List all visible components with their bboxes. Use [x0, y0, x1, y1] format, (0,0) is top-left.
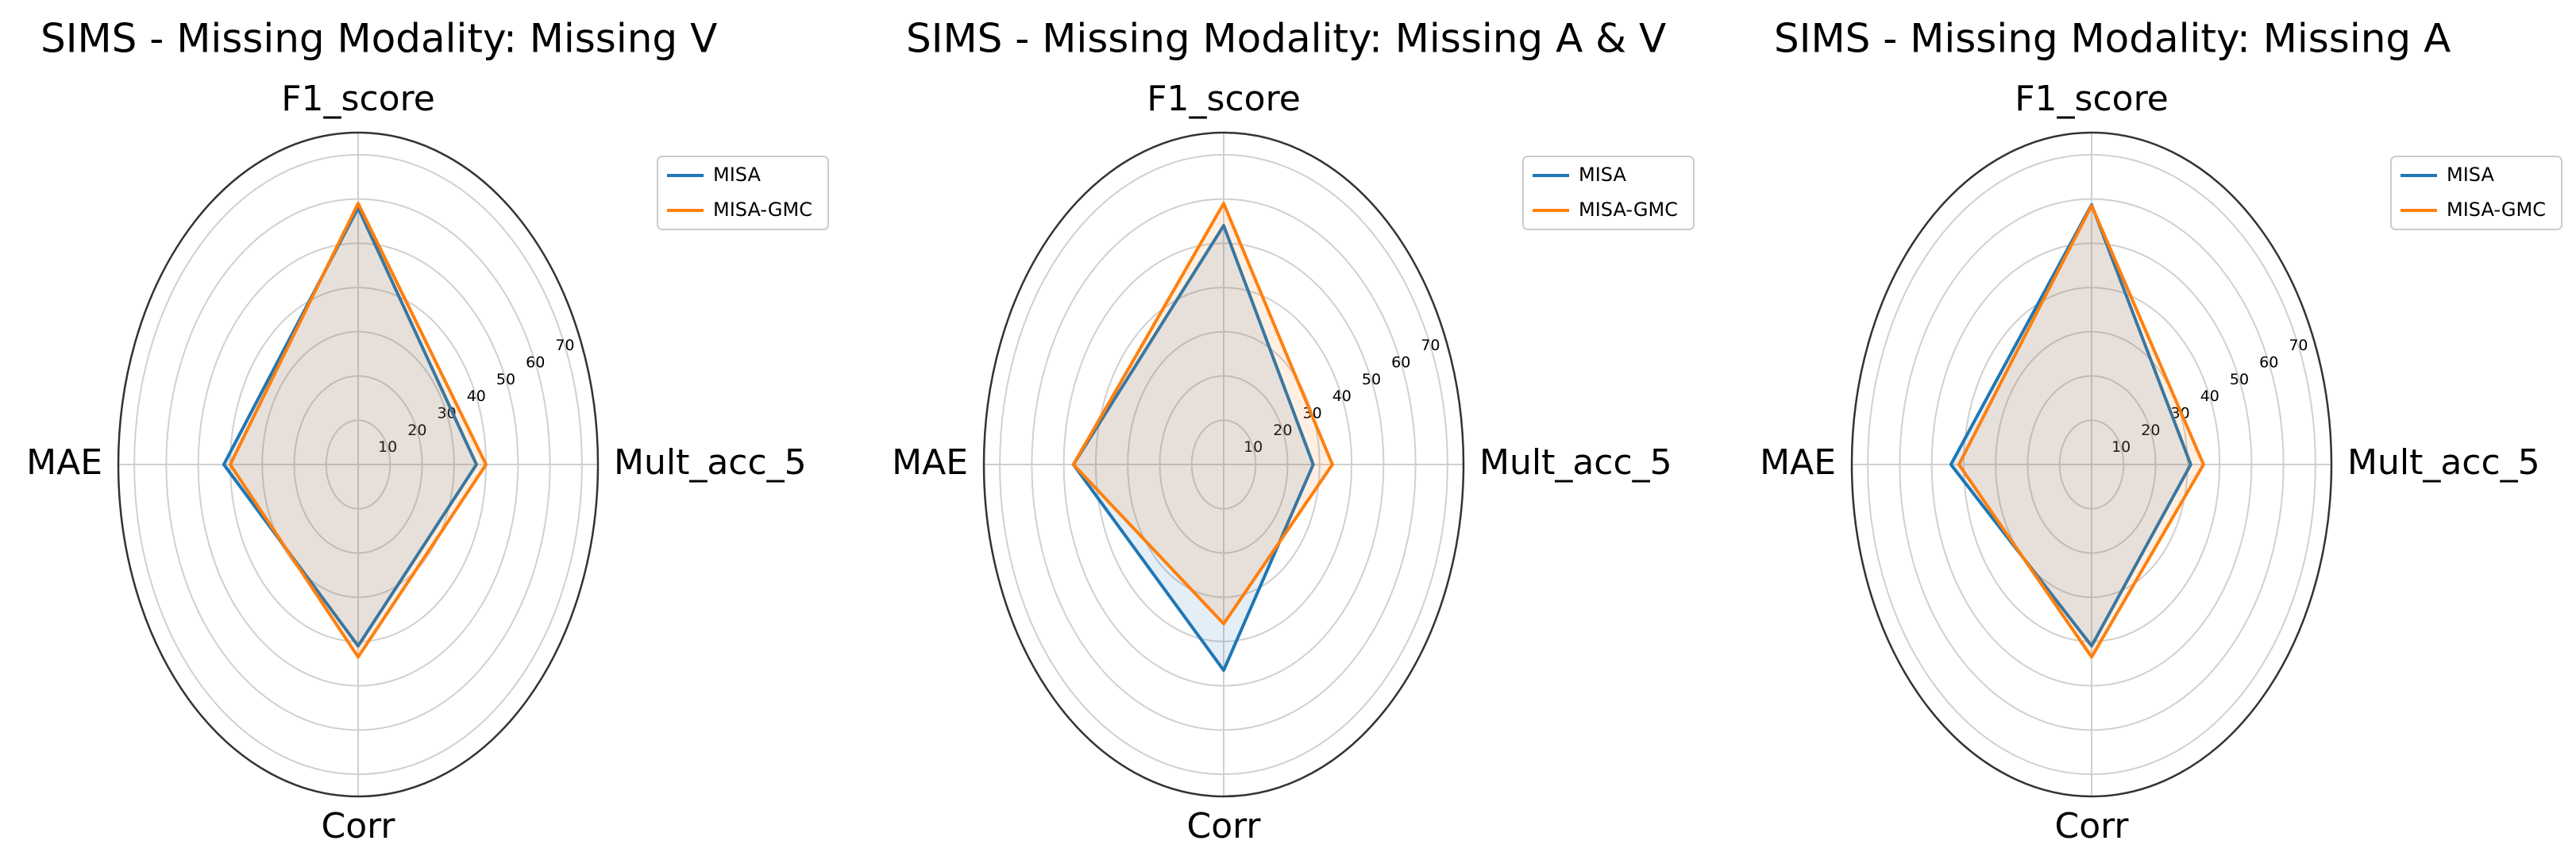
axis-label: Mult_acc_5	[1479, 442, 1672, 483]
series-area	[1950, 204, 2191, 646]
legend-label: MISA-GMC	[2447, 199, 2546, 221]
axis-label: F1_score	[281, 79, 435, 119]
axis-label: Corr	[321, 806, 395, 846]
legend-label: MISA	[1579, 164, 1626, 186]
r-tick-label: 60	[2259, 354, 2278, 372]
axis-label: MAE	[1760, 442, 1836, 483]
series-line	[1949, 202, 2192, 648]
r-tick-label: 60	[1391, 354, 1410, 372]
r-tick-label: 40	[2200, 387, 2219, 405]
legend-label: MISA	[713, 164, 761, 186]
series-area	[229, 203, 487, 657]
legend-label: MISA	[2447, 164, 2494, 186]
series-line	[228, 202, 488, 659]
r-tick-label: 70	[2289, 337, 2308, 354]
series-area	[1958, 205, 2204, 657]
r-tick-label: 20	[2141, 422, 2160, 439]
series-area	[1073, 226, 1313, 671]
legend-label: MISA-GMC	[713, 199, 812, 221]
r-tick-label: 10	[378, 438, 397, 456]
r-tick-label: 50	[2230, 371, 2249, 388]
chart-title: SIMS - Missing Modality: Missing A & V	[906, 16, 1666, 62]
r-tick-label: 40	[1332, 387, 1352, 405]
r-tick-label: 70	[1421, 337, 1440, 354]
axis-label: MAE	[892, 442, 968, 483]
outer-frame	[982, 131, 1465, 798]
series-area	[1073, 203, 1332, 624]
axis-label: Corr	[1186, 806, 1261, 846]
r-tick-label: 10	[2111, 438, 2131, 456]
series-line	[1071, 202, 1334, 626]
series-area	[223, 207, 476, 646]
r-tick-label: 50	[1362, 371, 1381, 388]
axis-label: Mult_acc_5	[614, 442, 807, 483]
r-tick-label: 60	[526, 354, 545, 372]
axis-label: Corr	[2054, 806, 2129, 846]
r-tick-label: 20	[1273, 422, 1292, 439]
outer-frame	[1850, 131, 2333, 798]
r-tick-label: 10	[1244, 438, 1263, 456]
axis-label: Mult_acc_5	[2347, 442, 2540, 483]
axis-label: MAE	[26, 442, 102, 483]
outer-frame	[117, 131, 600, 798]
axis-label: F1_score	[1147, 79, 1301, 119]
r-tick-label: 20	[407, 422, 426, 439]
r-tick-label: 40	[467, 387, 486, 405]
chart-title: SIMS - Missing Modality: Missing A	[1774, 16, 2451, 62]
chart-title: SIMS - Missing Modality: Missing V	[40, 16, 717, 62]
r-tick-label: 70	[555, 337, 574, 354]
series-line	[222, 206, 478, 648]
r-tick-label: 50	[496, 371, 515, 388]
axis-label: F1_score	[2015, 79, 2169, 119]
legend-label: MISA-GMC	[1579, 199, 1678, 221]
series-line	[1957, 203, 2205, 659]
